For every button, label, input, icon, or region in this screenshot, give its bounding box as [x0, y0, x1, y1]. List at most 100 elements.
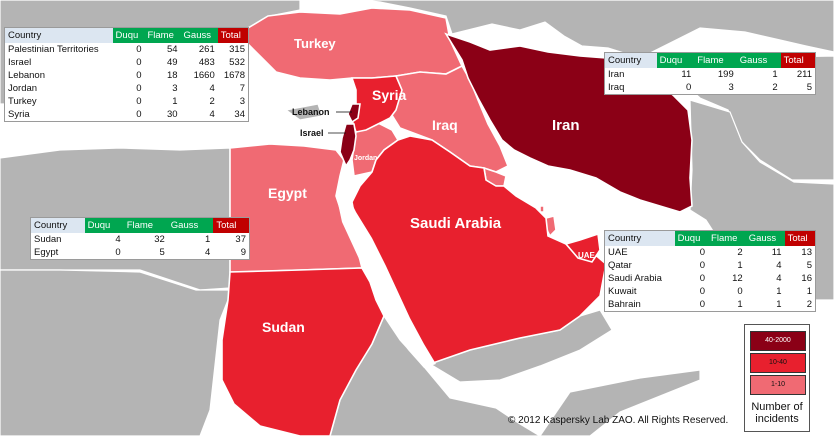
- col-total: Total: [784, 230, 816, 246]
- cell-total: 315: [229, 44, 245, 55]
- col-duqu: Duqu: [656, 52, 695, 68]
- sudan-egypt-incidents-table: Country Duqu Flame Gauss Total Sudan 4 32 1…: [30, 217, 250, 260]
- cell-duqu: 0: [699, 260, 706, 271]
- table-row: UAE 0 2 11 13: [605, 246, 816, 259]
- gulf-incidents-table: Country Duqu Flame Gauss Total UAE 0 2 11 13…: [604, 230, 816, 312]
- col-total: Total: [217, 27, 249, 43]
- cell-total: 7: [239, 83, 245, 94]
- label-sudan: Sudan: [262, 319, 305, 335]
- levant-incidents-table: Country Duqu Flame Gauss Total Palestini…: [4, 27, 249, 122]
- legend: 40-2000 10-40 1-10: [744, 324, 810, 432]
- cell-gauss: 483: [198, 57, 215, 68]
- legend-title: Number of incidents: [751, 401, 803, 425]
- table-row: Iraq 0 3 2 5: [605, 81, 816, 95]
- cell-country: UAE: [608, 247, 628, 258]
- bahrain-shape: [539, 205, 545, 213]
- cell-country: Lebanon: [8, 70, 45, 81]
- col-total: Total: [780, 52, 816, 68]
- cell-flame: 12: [732, 273, 743, 284]
- col-duqu: Duqu: [84, 217, 124, 233]
- label-israel: Israel: [300, 128, 324, 138]
- table-row: Palestinian Territories 0 54 261 315: [5, 43, 249, 56]
- cell-country: Jordan: [8, 83, 38, 94]
- cell-duqu: 0: [136, 70, 142, 81]
- label-lebanon: Lebanon: [292, 107, 330, 117]
- col-country: Country: [30, 217, 85, 233]
- cell-country: Bahrain: [608, 299, 641, 310]
- table-row: Iran 11 199 1 211: [605, 68, 816, 81]
- table-row: Qatar 0 1 4 5: [605, 259, 816, 272]
- cell-flame: 199: [717, 69, 734, 80]
- israel-shape: [339, 123, 357, 168]
- table-header-row: Country Duqu Flame Gauss Total: [604, 52, 816, 68]
- cell-total: 34: [234, 109, 245, 120]
- label-jordan: Jordan: [354, 155, 377, 162]
- cell-total: 5: [806, 260, 812, 271]
- cell-gauss: 1: [776, 299, 782, 310]
- cell-duqu: 0: [699, 247, 706, 258]
- cell-country: Egypt: [34, 247, 59, 258]
- cell-duqu: 4: [115, 234, 121, 245]
- persian-gulf: [504, 164, 604, 226]
- table-row: Syria 0 30 4 34: [5, 108, 249, 122]
- cell-duqu: 0: [699, 286, 706, 297]
- cell-flame: 1: [737, 299, 743, 310]
- cell-total: 532: [229, 57, 245, 68]
- cell-gauss: 4: [209, 83, 215, 94]
- cell-country: Iraq: [608, 82, 625, 93]
- table-header-row: Country Duqu Flame Gauss Total: [30, 217, 250, 233]
- sudan-shape: [221, 267, 385, 436]
- cell-flame: 1: [172, 96, 178, 107]
- table-row: Bahrain 0 1 1 2: [605, 298, 816, 312]
- legend-item-mid: 10-40: [750, 353, 806, 373]
- legend-item-high: 40-2000: [750, 331, 806, 351]
- col-country: Country: [4, 27, 113, 43]
- cell-gauss: 4: [776, 273, 782, 284]
- col-total: Total: [213, 217, 250, 233]
- cell-flame: 2: [737, 247, 743, 258]
- tier-low: [229, 7, 557, 273]
- cell-country: Saudi Arabia: [608, 273, 662, 284]
- cell-flame: 32: [154, 234, 165, 245]
- cell-country: Turkey: [8, 96, 37, 107]
- cell-country: Sudan: [34, 234, 62, 245]
- col-flame: Flame: [144, 27, 181, 43]
- table-header-row: Country Duqu Flame Gauss Total: [4, 27, 249, 43]
- col-duqu: Duqu: [674, 230, 709, 246]
- cell-country: Iran: [608, 69, 625, 80]
- cell-flame: 5: [159, 247, 165, 258]
- cell-duqu: 0: [115, 247, 121, 258]
- label-iran: Iran: [552, 117, 580, 134]
- col-gauss: Gauss: [745, 230, 785, 246]
- cell-flame: 3: [172, 83, 178, 94]
- col-gauss: Gauss: [736, 52, 781, 68]
- uae-shape: [564, 232, 601, 263]
- iraq-shape: [389, 64, 510, 173]
- table-row: Kuwait 0 0 1 1: [605, 285, 816, 298]
- cell-country: Qatar: [608, 260, 632, 271]
- legend-item-low: 1-10: [750, 375, 806, 395]
- cell-total: 211: [796, 69, 812, 80]
- table-row: Saudi Arabia 0 12 4 16: [605, 272, 816, 285]
- label-uae: UAE: [578, 251, 596, 260]
- cell-country: Palestinian Territories: [8, 44, 99, 55]
- cell-duqu: 0: [685, 82, 692, 93]
- table-row: Jordan 0 3 4 7: [5, 82, 249, 95]
- cell-duqu: 0: [136, 57, 142, 68]
- label-turkey: Turkey: [294, 36, 336, 51]
- table-row: Lebanon 0 18 1660 1678: [5, 69, 249, 82]
- cell-gauss: 4: [776, 260, 782, 271]
- table-row: Turkey 0 1 2 3: [5, 95, 249, 108]
- cell-total: 13: [801, 247, 812, 258]
- cell-gauss: 2: [772, 82, 778, 93]
- cell-gauss: 1: [776, 286, 782, 297]
- cell-duqu: 0: [699, 299, 706, 310]
- cell-duqu: 0: [136, 44, 142, 55]
- copyright-text: © 2012 Kaspersky Lab ZAO. All Rights Res…: [508, 415, 729, 426]
- tier-mid: [221, 75, 607, 436]
- cell-total: 37: [235, 234, 246, 245]
- cell-flame: 30: [166, 109, 178, 120]
- cell-total: 3: [239, 96, 245, 107]
- cell-duqu: 11: [681, 69, 692, 80]
- cell-total: 1678: [223, 70, 245, 81]
